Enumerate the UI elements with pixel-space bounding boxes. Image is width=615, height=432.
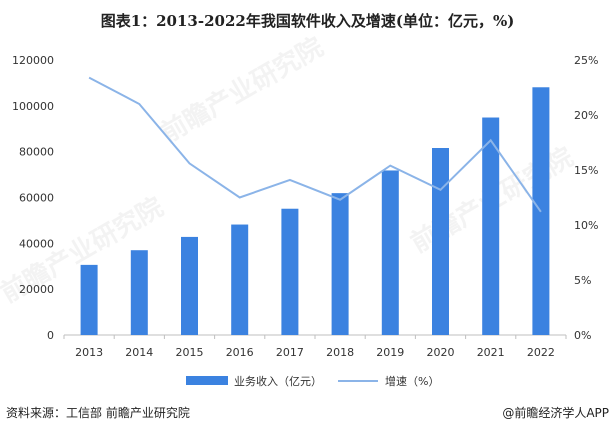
brand-label: @前瞻经济学人APP	[502, 406, 609, 420]
x-tick-label: 2015	[176, 346, 204, 359]
source-note: 资料来源：工信部 前瞻产业研究院	[6, 406, 190, 420]
y-left-tick-label: 120000	[12, 54, 54, 67]
chart-title: 图表1：2013-2022年我国软件收入及增速(单位：亿元，%)	[100, 12, 515, 30]
y-left-tick-label: 40000	[19, 237, 54, 250]
legend-bar-label: 业务收入（亿元）	[234, 374, 322, 388]
y-left-tick-label: 20000	[19, 283, 54, 296]
x-tick-label: 2017	[276, 346, 304, 359]
legend-line-label: 增速（%）	[385, 374, 439, 388]
bar	[231, 224, 249, 335]
y-right-tick-label: 10%	[574, 219, 598, 232]
y-right-tick-label: 5%	[574, 274, 591, 287]
bar	[381, 170, 399, 335]
x-tick-label: 2014	[125, 346, 153, 359]
bar	[80, 264, 98, 335]
y-right-tick-label: 15%	[574, 164, 598, 177]
y-left-tick-label: 0	[47, 329, 54, 342]
bar	[281, 208, 299, 335]
y-right-tick-label: 25%	[574, 54, 598, 67]
x-tick-label: 2013	[75, 346, 103, 359]
x-tick-label: 2020	[427, 346, 455, 359]
y-right-tick-label: 0%	[574, 329, 591, 342]
y-left-tick-label: 60000	[19, 192, 54, 205]
bar	[331, 193, 349, 335]
bar	[181, 236, 198, 335]
y-right-tick-label: 20%	[574, 109, 598, 122]
bar	[432, 148, 449, 335]
x-tick-label: 2021	[477, 346, 505, 359]
bar	[482, 117, 500, 335]
x-tick-label: 2019	[376, 346, 404, 359]
growth-rate-line	[88, 76, 542, 213]
x-tick-label: 2016	[226, 346, 254, 359]
y-left-tick-label: 100000	[12, 100, 54, 113]
legend-bar-swatch	[186, 376, 228, 385]
x-tick-label: 2022	[527, 346, 555, 359]
y-left-tick-label: 80000	[19, 146, 54, 159]
bar	[130, 250, 148, 335]
x-tick-label: 2018	[326, 346, 354, 359]
